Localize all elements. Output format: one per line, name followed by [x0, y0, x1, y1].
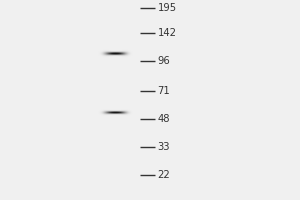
Text: 48: 48 [158, 114, 170, 124]
Text: 195: 195 [158, 3, 177, 13]
Text: 142: 142 [158, 28, 176, 38]
Text: 22: 22 [158, 170, 170, 180]
Text: 71: 71 [158, 86, 170, 96]
Text: 33: 33 [158, 142, 170, 152]
Text: 96: 96 [158, 56, 170, 66]
